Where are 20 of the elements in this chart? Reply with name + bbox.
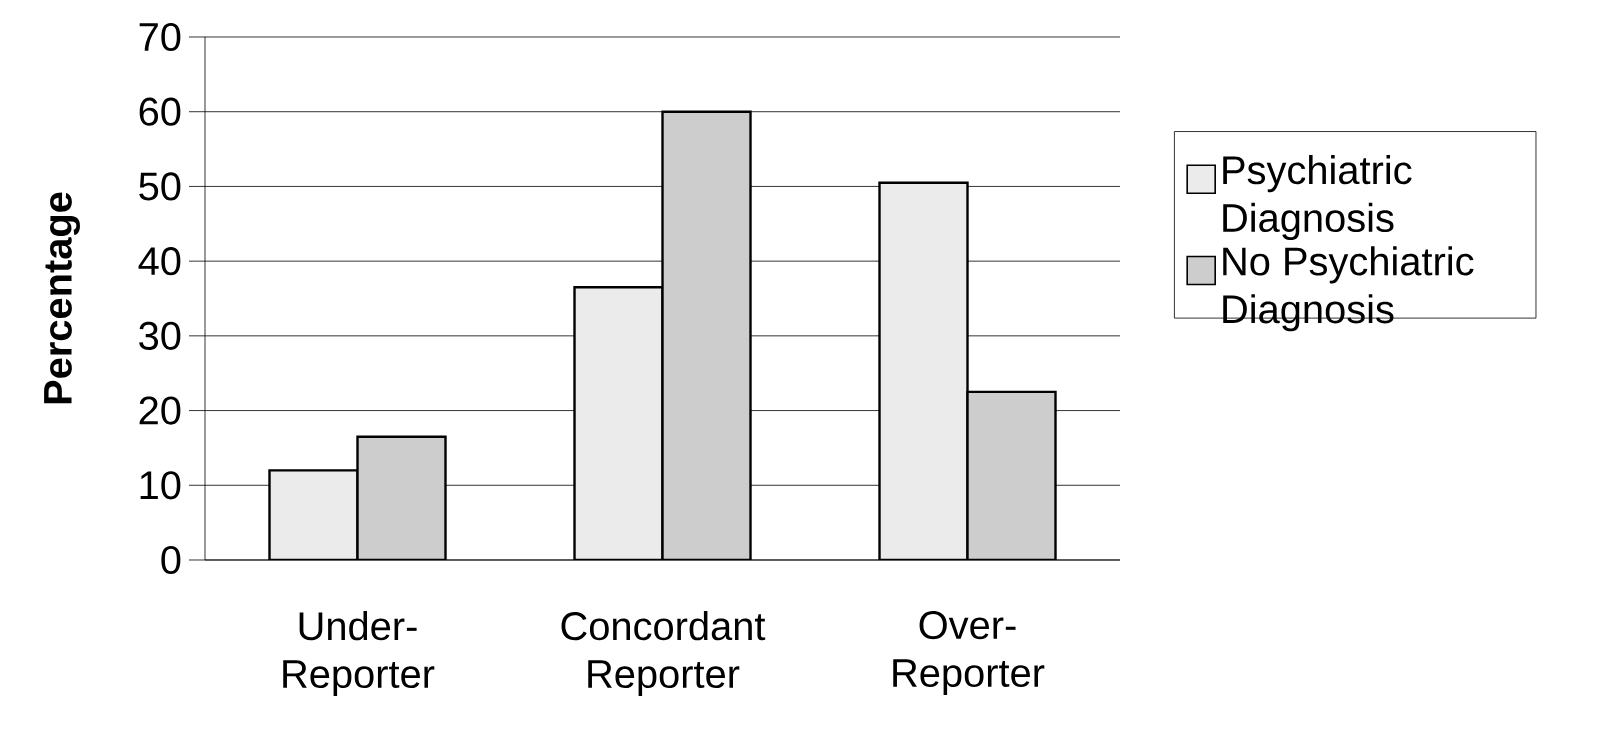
y-tick-label: 20 xyxy=(139,396,181,425)
bar xyxy=(878,181,969,560)
y-tick-label: 70 xyxy=(139,22,181,52)
bar xyxy=(966,390,1057,560)
x-tick-label: Under- Reporter xyxy=(283,611,435,697)
legend-label: No Psychiatric Diagnosis xyxy=(1223,246,1474,332)
bar xyxy=(268,469,359,560)
legend-label: Psychiatric Diagnosis xyxy=(1223,155,1412,241)
bar xyxy=(356,435,447,560)
x-tick-label: Over- Reporter xyxy=(893,611,1045,695)
y-tick-label: 0 xyxy=(161,545,181,575)
x-tick-label: Concordant Reporter xyxy=(561,611,766,697)
y-tick-label: 60 xyxy=(139,97,181,126)
bar xyxy=(661,110,752,560)
bar xyxy=(573,286,664,560)
y-tick-label: 50 xyxy=(139,172,181,201)
y-tick-label: 10 xyxy=(140,471,181,500)
y-axis-title: Percentage xyxy=(44,192,80,404)
y-tick-label: 40 xyxy=(138,247,181,276)
y-tick-label: 30 xyxy=(139,321,181,350)
